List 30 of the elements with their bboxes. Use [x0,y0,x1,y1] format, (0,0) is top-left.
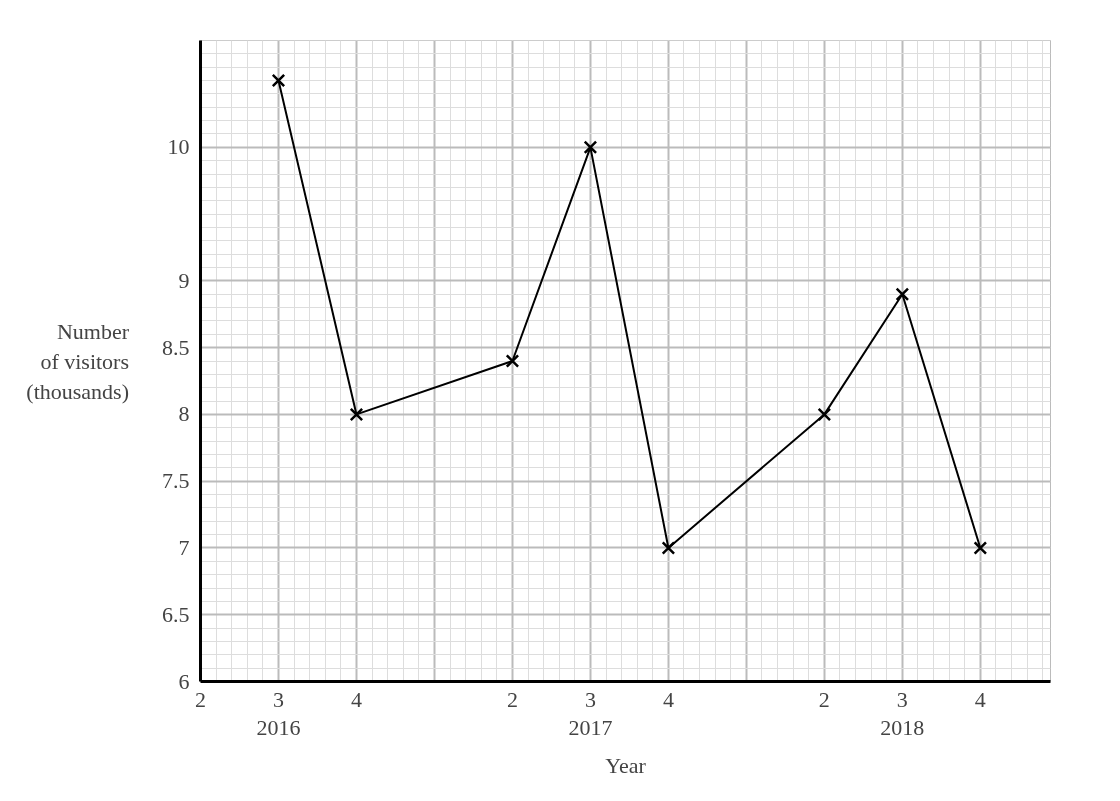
y-tick-label: 8.5 [162,334,190,360]
y-tick-label: 7 [178,534,190,560]
point [271,73,286,88]
y-tick-label: 7.5 [162,468,190,494]
y-tick-label: 10 [167,134,190,160]
point [583,140,598,155]
text: 2017 [568,714,613,740]
point [895,287,910,302]
x-tick-label: 4 [974,686,986,712]
point [505,354,520,368]
x-tick-label: 2 [506,686,518,712]
x-tick-label: 4 [350,686,362,712]
x-tick-label: 3 [896,686,908,712]
y-tick-label: 6 [178,668,190,694]
x-tick-label: 2 [195,686,206,712]
x-tick-label: 4 [662,686,674,712]
x-axis-title: Year [605,752,647,778]
y-tick-label: 9 [178,267,190,293]
x-tick-label: 2 [818,686,830,712]
x-tick-label: 3 [584,686,596,712]
x-tick-label: 3 [272,686,284,712]
point [817,407,832,422]
y-tick-label: 6.5 [162,601,190,627]
y-tick-label: 8 [178,401,190,427]
y-axis-title: Number of visitors (thousands) [26,318,130,404]
text: 2016 [256,714,301,740]
point [661,541,676,555]
text: 2018 [880,714,925,740]
point [973,541,988,555]
point [349,407,364,422]
